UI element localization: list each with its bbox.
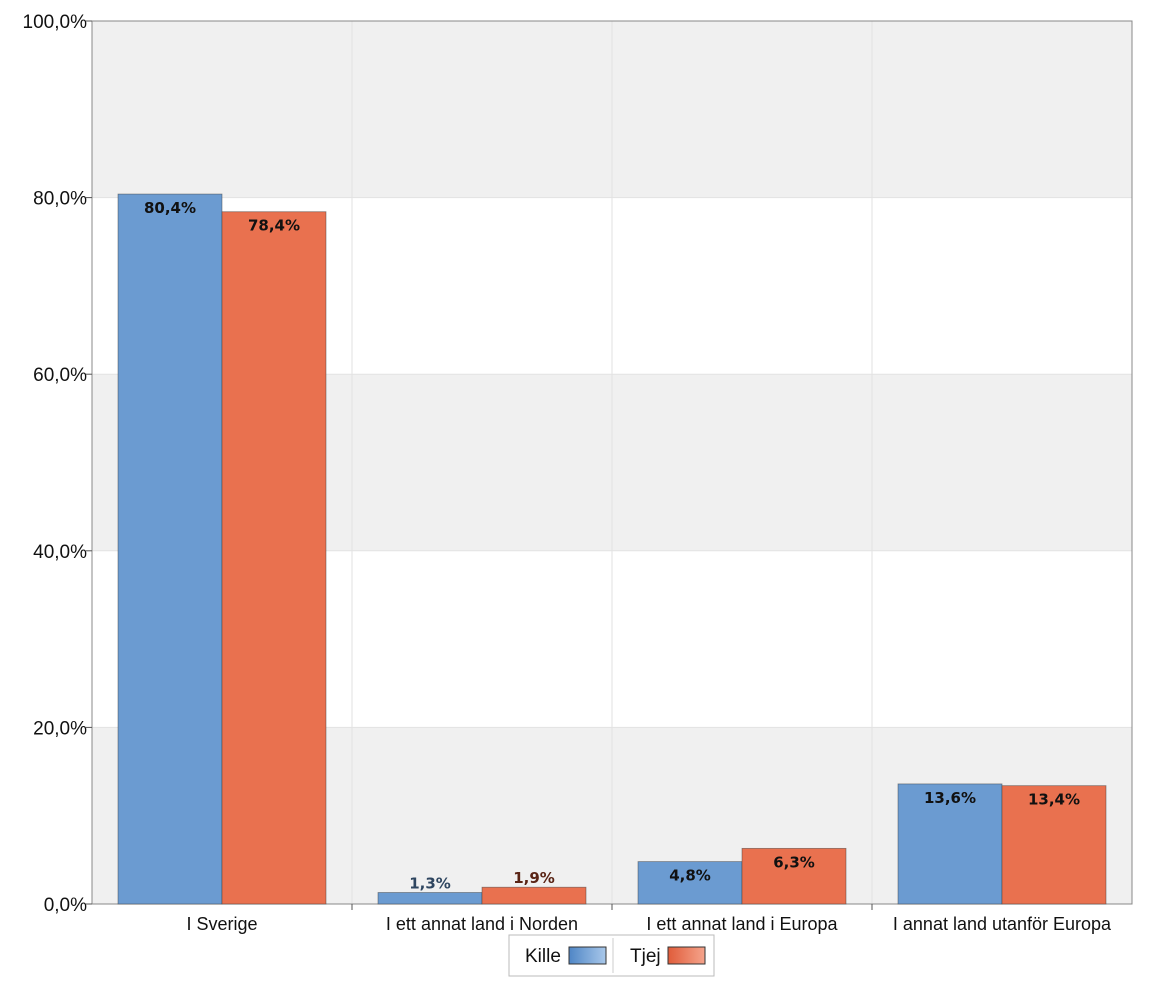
bar-series bbox=[117, 193, 1107, 905]
bar-kille bbox=[897, 783, 1003, 905]
data-label-kille: 80,4% bbox=[144, 199, 196, 217]
y-tick-label: 80,0% bbox=[33, 189, 87, 210]
bar-tjej bbox=[1001, 785, 1107, 905]
data-label-tjej: 1,9% bbox=[513, 869, 555, 887]
x-axis: I Sverige I ett annat land i Norden I ett … bbox=[186, 904, 1112, 934]
data-label-tjej: 78,4% bbox=[248, 217, 300, 235]
legend-label-kille: Kille bbox=[525, 946, 561, 967]
y-tick-label: 100,0% bbox=[23, 12, 88, 33]
y-tick-label: 20,0% bbox=[33, 718, 87, 739]
data-label-kille: 1,3% bbox=[409, 875, 451, 893]
y-tick-label: 40,0% bbox=[33, 542, 87, 563]
y-tick-label: 0,0% bbox=[44, 895, 87, 916]
bar-tjej bbox=[741, 847, 847, 905]
data-label-tjej: 6,3% bbox=[773, 853, 815, 871]
x-tick-label: I Sverige bbox=[186, 914, 257, 934]
bar-kille bbox=[637, 861, 743, 905]
y-tick-label: 60,0% bbox=[33, 365, 87, 386]
x-tick-label: I ett annat land i Norden bbox=[386, 914, 578, 934]
y-axis: 0,0% 20,0% 40,0% 60,0% 80,0% 100,0% bbox=[23, 12, 92, 916]
x-tick-label: I ett annat land i Europa bbox=[646, 914, 838, 934]
bar-tjej bbox=[481, 886, 587, 905]
data-label-kille: 13,6% bbox=[924, 789, 976, 807]
legend-swatch-tjej bbox=[667, 946, 706, 965]
bar-kille bbox=[117, 193, 223, 905]
legend: Kille Tjej bbox=[508, 934, 715, 977]
legend-label-tjej: Tjej bbox=[630, 946, 661, 967]
vertical-gridlines bbox=[351, 21, 873, 904]
x-tick-label: I annat land utanför Europa bbox=[893, 914, 1112, 934]
data-labels: 80,4% 1,3% 4,8% 13,6% 78,4% 1,9% 6,3% 13,4% bbox=[144, 199, 1080, 892]
data-label-kille: 4,8% bbox=[669, 867, 711, 885]
bar-kille bbox=[377, 892, 483, 905]
bar-tjej bbox=[221, 211, 327, 905]
data-label-tjej: 13,4% bbox=[1028, 791, 1080, 809]
legend-swatch-kille bbox=[568, 946, 607, 965]
